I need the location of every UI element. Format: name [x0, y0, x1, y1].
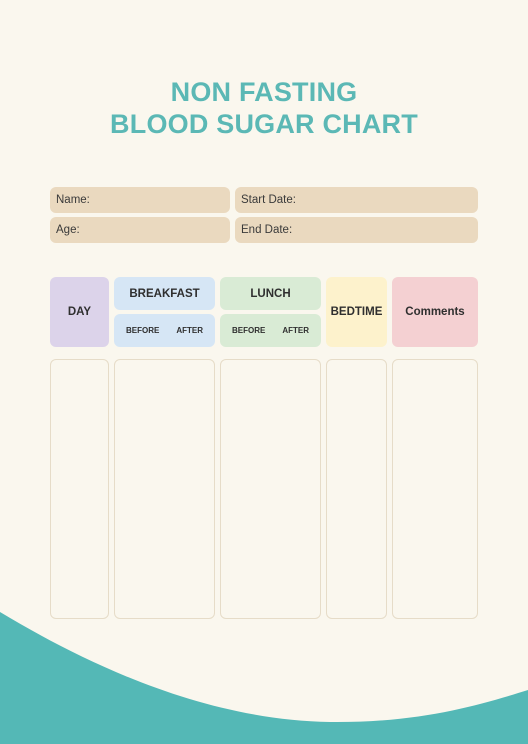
- comments-header-label: Comments: [405, 306, 465, 318]
- day-header-label: DAY: [67, 306, 92, 318]
- start-date-field[interactable]: Start Date:: [235, 187, 478, 213]
- breakfast-subheader: BEFORE AFTER: [114, 314, 215, 347]
- lunch-column[interactable]: [220, 359, 321, 619]
- bedtime-header: BEDTIME: [326, 277, 387, 347]
- name-field[interactable]: Name:: [50, 187, 230, 213]
- lunch-subheader: BEFORE AFTER: [220, 314, 321, 347]
- breakfast-column[interactable]: [114, 359, 215, 619]
- page-title-line-1: NON FASTING: [170, 77, 358, 107]
- breakfast-after-label: AFTER: [176, 326, 203, 335]
- bedtime-header-label: BEDTIME: [330, 306, 383, 318]
- comments-column[interactable]: [392, 359, 478, 619]
- breakfast-header-label: BREAKFAST: [129, 287, 200, 300]
- day-header: DAY: [50, 277, 109, 347]
- lunch-after-label: AFTER: [282, 326, 309, 335]
- lunch-header-label: LUNCH: [250, 287, 291, 300]
- bedtime-column[interactable]: [326, 359, 387, 619]
- breakfast-before-label: BEFORE: [125, 326, 160, 335]
- comments-header: Comments: [392, 277, 478, 347]
- end-date-field[interactable]: End Date:: [235, 217, 478, 243]
- age-field[interactable]: Age:: [50, 217, 230, 243]
- lunch-before-label: BEFORE: [231, 326, 266, 335]
- day-column[interactable]: [50, 359, 109, 619]
- breakfast-header: BREAKFAST: [114, 277, 215, 310]
- lunch-header: LUNCH: [220, 277, 321, 310]
- page-title-line-2: BLOOD SUGAR CHART: [110, 109, 418, 139]
